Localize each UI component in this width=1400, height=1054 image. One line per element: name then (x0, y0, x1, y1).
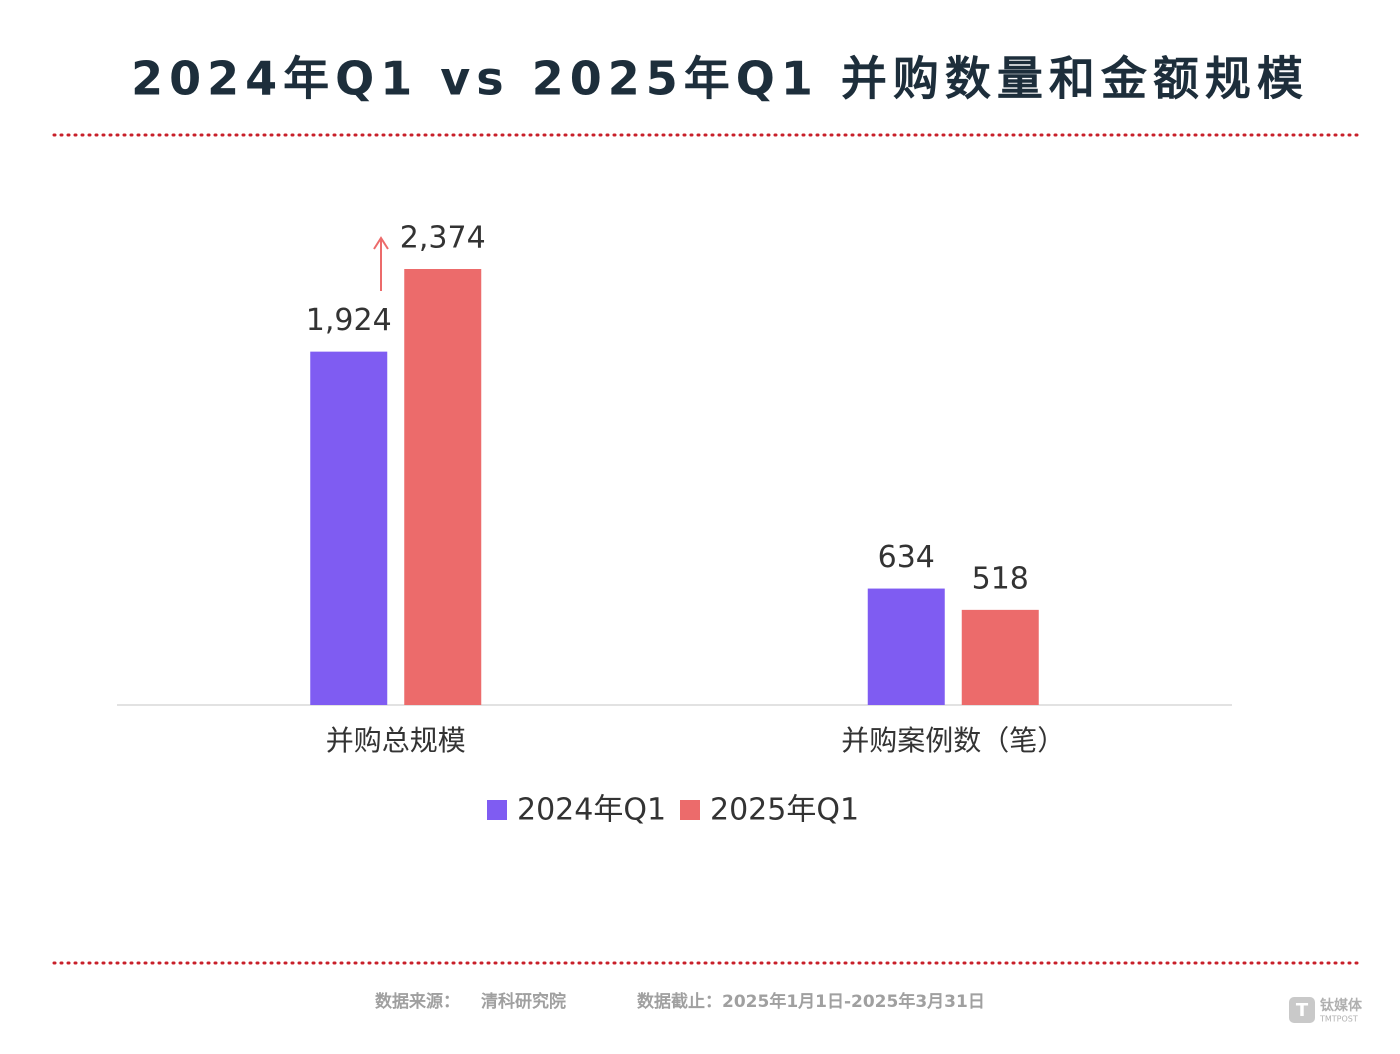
legend-label: 2025年Q1 (710, 793, 859, 828)
legend-label: 2024年Q1 (517, 793, 666, 828)
value-label: 634 (878, 540, 935, 575)
logo-sub: TMTPOST (1319, 1015, 1358, 1024)
value-label: 518 (972, 561, 1029, 596)
x-tick-label: 并购案例数（笔） (841, 724, 1065, 757)
logo-glyph: T (1296, 1000, 1309, 1021)
chart-title: 2024年Q1 vs 2025年Q1 并购数量和金额规模 (131, 52, 1309, 106)
growth-arrow (373, 236, 389, 291)
logo-name: 钛媒体 (1320, 997, 1363, 1014)
legend-swatch (487, 800, 507, 820)
value-label: 1,924 (306, 303, 392, 338)
value-label: 2,374 (400, 221, 486, 256)
logo-icon (1289, 997, 1315, 1023)
footer-source-label: 数据来源： (375, 991, 460, 1012)
footer-source: 清科研究院 (481, 991, 566, 1012)
x-tick-label: 并购总规模 (326, 724, 466, 757)
bar (961, 609, 1039, 705)
footer-date: 数据截止：2025年1月1日-2025年3月31日 (637, 991, 985, 1012)
bar (310, 351, 388, 705)
bar (867, 588, 945, 705)
bar (404, 269, 482, 705)
legend-swatch (680, 800, 700, 820)
